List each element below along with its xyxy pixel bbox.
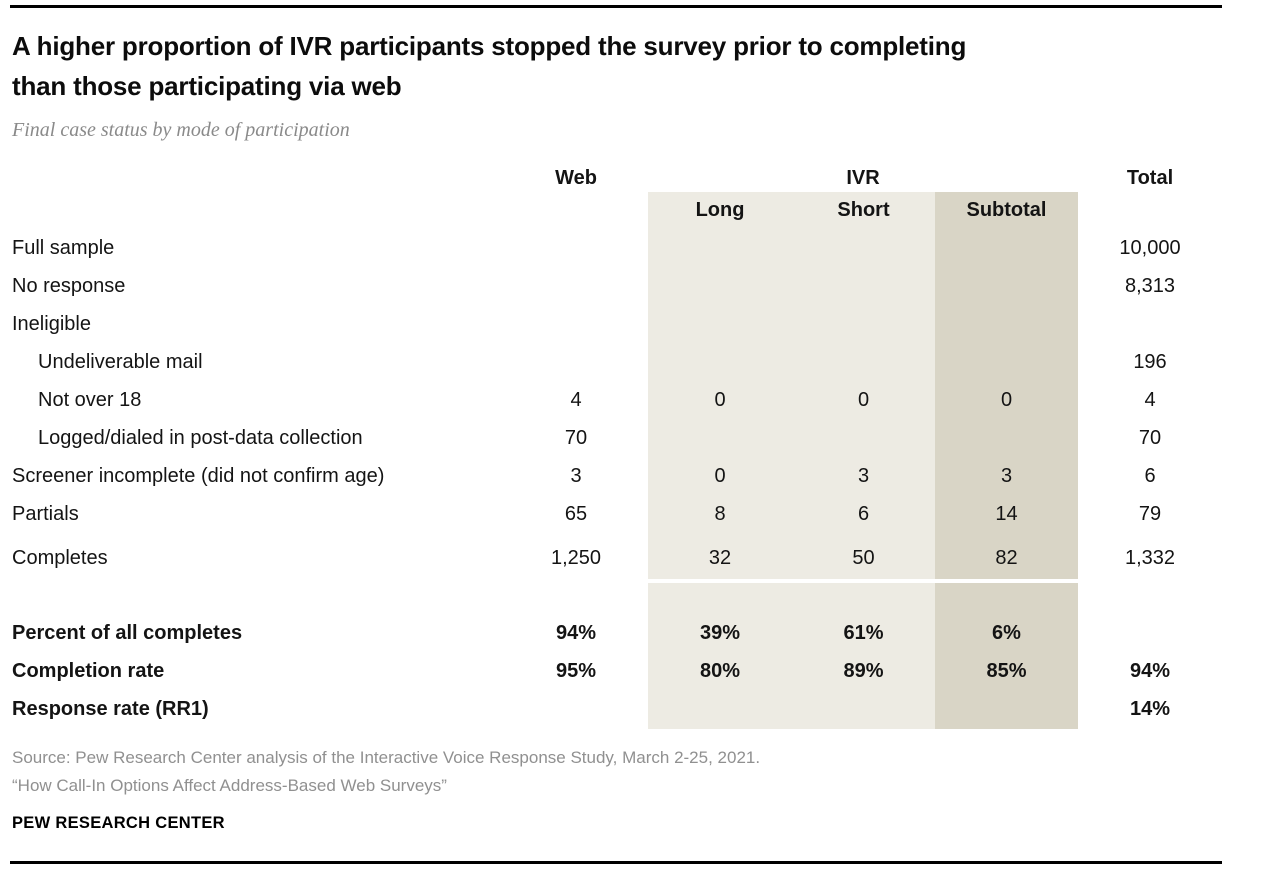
header-ivr-subtotal: Subtotal xyxy=(966,199,1047,221)
row-label: Completion rate xyxy=(12,659,165,682)
cell-ivr-subtotal: 82 xyxy=(995,546,1018,569)
cell-total: 8,313 xyxy=(1124,274,1176,297)
ivr-subtotal-shade xyxy=(935,192,1078,579)
table-row-not-over-18: Not over 18 4 0 0 0 4 xyxy=(0,381,1274,419)
ivr-long-short-shade xyxy=(648,583,935,729)
cell-ivr-long: 80% xyxy=(699,659,741,682)
table-row-response-rate-rr1: Response rate (RR1) 14% xyxy=(0,690,1274,728)
cell-ivr-subtotal: 85% xyxy=(986,659,1027,682)
pew-research-center-wordmark: PEW RESEARCH CENTER xyxy=(12,814,225,832)
chart-subtitle: Final case status by mode of participati… xyxy=(12,119,350,141)
table-row-partials: Partials 65 8 6 14 79 xyxy=(0,495,1274,533)
row-label: Response rate (RR1) xyxy=(12,697,209,720)
cell-ivr-short: 89% xyxy=(843,659,884,682)
row-label: No response xyxy=(12,274,126,297)
cell-ivr-subtotal: 3 xyxy=(1000,464,1013,487)
cell-web: 70 xyxy=(564,426,588,449)
row-label: Logged/dialed in post-data collection xyxy=(38,426,363,449)
cell-web: 95% xyxy=(555,659,597,682)
title-line-2: than those participating via web xyxy=(12,71,402,101)
cell-web: 1,250 xyxy=(550,546,602,569)
cell-web: 4 xyxy=(570,388,582,411)
header-ivr-long: Long xyxy=(695,199,745,221)
case-status-table: Web IVR Total Long Short Subtotal Full s… xyxy=(0,165,1274,729)
source-line-1: Source: Pew Research Center analysis of … xyxy=(12,748,761,767)
header-web: Web xyxy=(555,167,597,189)
row-label: Completes xyxy=(12,546,108,569)
table-row-undeliverable-mail: Undeliverable mail 196 xyxy=(0,343,1274,381)
cell-ivr-long: 39% xyxy=(699,621,741,644)
table-row-completes: Completes 1,250 32 50 82 1,332 xyxy=(0,539,1274,577)
table-row-screener-incomplete: Screener incomplete (did not confirm age… xyxy=(0,457,1274,495)
table-sub-header-row: Long Short Subtotal xyxy=(0,192,1274,229)
header-ivr-short: Short xyxy=(837,199,890,221)
page-title: A higher proportion of IVR participants … xyxy=(12,26,1212,106)
table-row-full-sample: Full sample 10,000 xyxy=(0,229,1274,267)
row-label: Full sample xyxy=(12,236,115,259)
cell-total: 10,000 xyxy=(1119,236,1181,259)
cell-ivr-long: 32 xyxy=(708,546,732,569)
cell-total: 1,332 xyxy=(1124,546,1176,569)
cell-ivr-short: 50 xyxy=(852,546,875,569)
cell-ivr-subtotal: 14 xyxy=(995,502,1018,525)
section-spacer xyxy=(0,577,1274,614)
cell-ivr-short: 6 xyxy=(857,502,870,525)
source-note: Source: Pew Research Center analysis of … xyxy=(12,744,760,800)
cell-ivr-long: 8 xyxy=(714,502,726,525)
header-ivr: IVR xyxy=(846,167,880,189)
table-row-logged-dialed-post-data: Logged/dialed in post-data collection 70… xyxy=(0,419,1274,457)
cell-total: 70 xyxy=(1138,426,1162,449)
ivr-shading-block-lower xyxy=(648,583,1078,729)
bottom-rule xyxy=(10,861,1222,864)
cell-web: 94% xyxy=(555,621,597,644)
cell-total: 196 xyxy=(1133,350,1167,373)
ivr-shading-block-upper xyxy=(648,192,1078,579)
table-row-no-response: No response 8,313 xyxy=(0,267,1274,305)
row-label: Partials xyxy=(12,502,79,525)
row-label: Undeliverable mail xyxy=(38,350,203,373)
table-group-header-row: Web IVR Total xyxy=(0,165,1274,192)
table-row-completion-rate: Completion rate 95% 80% 89% 85% 94% xyxy=(0,652,1274,690)
top-rule xyxy=(10,5,1222,8)
row-label: Not over 18 xyxy=(38,388,142,411)
cell-web: 3 xyxy=(570,464,582,487)
cell-total: 79 xyxy=(1138,502,1162,525)
source-line-2: “How Call-In Options Affect Address-Base… xyxy=(12,776,447,795)
cell-ivr-subtotal: 0 xyxy=(1000,388,1013,411)
ivr-long-short-shade xyxy=(648,192,935,579)
header-total: Total xyxy=(1126,167,1174,189)
cell-ivr-long: 0 xyxy=(714,388,726,411)
title-line-1: A higher proportion of IVR participants … xyxy=(12,31,967,61)
cell-ivr-long: 0 xyxy=(714,464,726,487)
ivr-subtotal-shade xyxy=(935,583,1078,729)
table-row-ineligible: Ineligible xyxy=(0,305,1274,343)
cell-web: 65 xyxy=(564,502,588,525)
row-label: Ineligible xyxy=(12,312,91,335)
cell-ivr-short: 61% xyxy=(843,621,884,644)
cell-ivr-short: 3 xyxy=(857,464,870,487)
row-label: Screener incomplete (did not confirm age… xyxy=(12,464,385,487)
cell-total: 6 xyxy=(1144,464,1156,487)
cell-ivr-short: 0 xyxy=(857,388,870,411)
cell-ivr-subtotal: 6% xyxy=(992,621,1021,644)
row-label: Percent of all completes xyxy=(12,621,243,644)
cell-total: 94% xyxy=(1129,659,1171,682)
cell-total: 4 xyxy=(1144,388,1156,411)
cell-total: 14% xyxy=(1129,697,1171,720)
table-row-percent-of-all-completes: Percent of all completes 94% 39% 61% 6% xyxy=(0,614,1274,652)
